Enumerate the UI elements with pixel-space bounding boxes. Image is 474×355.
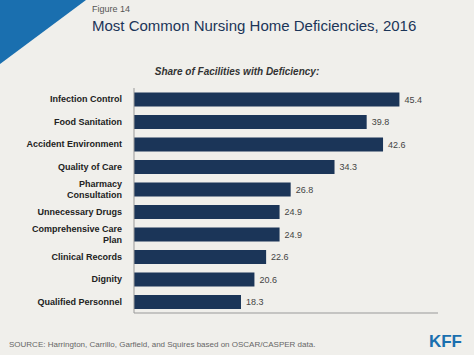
- svg-text:Unnecessary Drugs: Unnecessary Drugs: [37, 207, 122, 217]
- svg-text:22.6: 22.6: [271, 252, 289, 262]
- svg-text:42.6: 42.6: [388, 140, 406, 150]
- svg-text:Food Sanitation: Food Sanitation: [54, 117, 122, 127]
- svg-text:26.8: 26.8: [296, 185, 314, 195]
- html-text:Figure 14: Figure 14: [92, 4, 130, 14]
- svg-text:34.3: 34.3: [340, 162, 358, 172]
- svg-text:Dignity: Dignity: [92, 274, 123, 284]
- svg-text:Accident Environment: Accident Environment: [26, 139, 122, 149]
- svg-text:Clinical Records: Clinical Records: [51, 252, 122, 262]
- svg-text:24.9: 24.9: [285, 207, 303, 217]
- html-text:Share of Facilities with Defic: Share of Facilities with Deficiency:: [154, 66, 320, 77]
- svg-text:39.8: 39.8: [372, 117, 390, 127]
- svg-text:20.6: 20.6: [259, 275, 277, 285]
- html-text:Most Common Nursing Home Defic: Most Common Nursing Home Deficiencies, 2…: [92, 17, 417, 34]
- svg-text:Qualified Personnel: Qualified Personnel: [37, 297, 122, 307]
- svg-text:24.9: 24.9: [285, 230, 303, 240]
- html-text:KFF: KFF: [429, 332, 462, 351]
- svg-text:Quality of Care: Quality of Care: [58, 162, 122, 172]
- svg-text:PharmacyConsultation: PharmacyConsultation: [67, 179, 122, 200]
- svg-text:Infection Control: Infection Control: [50, 94, 122, 104]
- svg-text:18.3: 18.3: [246, 297, 264, 307]
- svg-text:Comprehensive CarePlan: Comprehensive CarePlan: [32, 224, 122, 245]
- svg-text:45.4: 45.4: [404, 95, 422, 105]
- html-text:SOURCE: Harrington, Carrillo,: SOURCE: Harrington, Carrillo, Garfield, …: [9, 340, 316, 349]
